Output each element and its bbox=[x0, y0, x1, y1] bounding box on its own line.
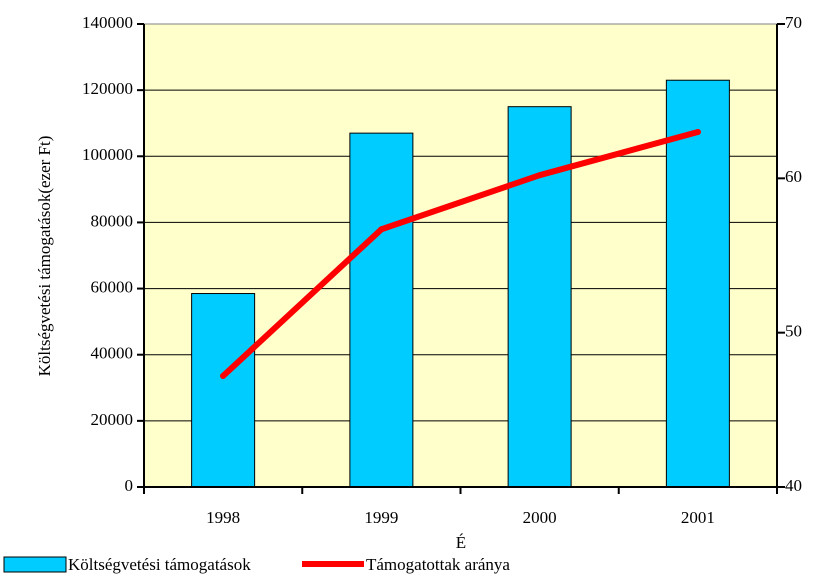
x-tick-label: 2000 bbox=[523, 508, 557, 527]
y2-tick-label: 50 bbox=[785, 322, 802, 341]
y-tick-label: 20000 bbox=[91, 410, 134, 429]
y2-tick-label: 70 bbox=[785, 13, 802, 32]
y2-tick-label: 60 bbox=[785, 167, 802, 186]
y-tick-label: 100000 bbox=[82, 145, 133, 164]
bar bbox=[665, 79, 730, 488]
line-point bbox=[220, 372, 227, 379]
x-tick-label: 1998 bbox=[206, 508, 240, 527]
x-axis-title: É bbox=[456, 533, 466, 552]
y-tick-label: 0 bbox=[125, 476, 134, 495]
x-axis-ticks: 1998 1999 2000 2001 bbox=[143, 487, 778, 527]
line-point bbox=[536, 172, 543, 179]
x-tick-label: 1999 bbox=[364, 508, 398, 527]
y-tick-label: 40000 bbox=[91, 344, 134, 363]
line-point bbox=[694, 129, 701, 136]
legend-label-line: Támogatottak aránya bbox=[366, 555, 510, 574]
series-line bbox=[220, 129, 701, 379]
legend-swatch-bars bbox=[3, 556, 67, 573]
y-tick-label: 60000 bbox=[91, 277, 134, 296]
legend-label-bars: Költségvetési támogatások bbox=[68, 555, 251, 574]
line-series bbox=[220, 129, 701, 379]
legend: Költségvetési támogatások Támogatottak a… bbox=[3, 555, 510, 574]
y-tick-label: 80000 bbox=[91, 211, 134, 230]
x-tick-label: 2001 bbox=[681, 508, 715, 527]
y2-tick-label: 40 bbox=[785, 476, 802, 495]
y-axis-title: Költségvetési támogatások(ezer Ft) bbox=[35, 136, 54, 377]
bar bbox=[507, 106, 572, 488]
y-tick-label: 140000 bbox=[82, 13, 133, 32]
bar bbox=[191, 293, 256, 488]
line-point bbox=[378, 226, 385, 233]
y-tick-label: 120000 bbox=[82, 79, 133, 98]
bar bbox=[349, 132, 414, 488]
y2-axis-ticks: 40 50 60 70 bbox=[777, 13, 802, 495]
y-axis-ticks: 0 20000 40000 60000 80000 100000 120000 140000 bbox=[82, 13, 144, 495]
bars bbox=[191, 79, 730, 488]
